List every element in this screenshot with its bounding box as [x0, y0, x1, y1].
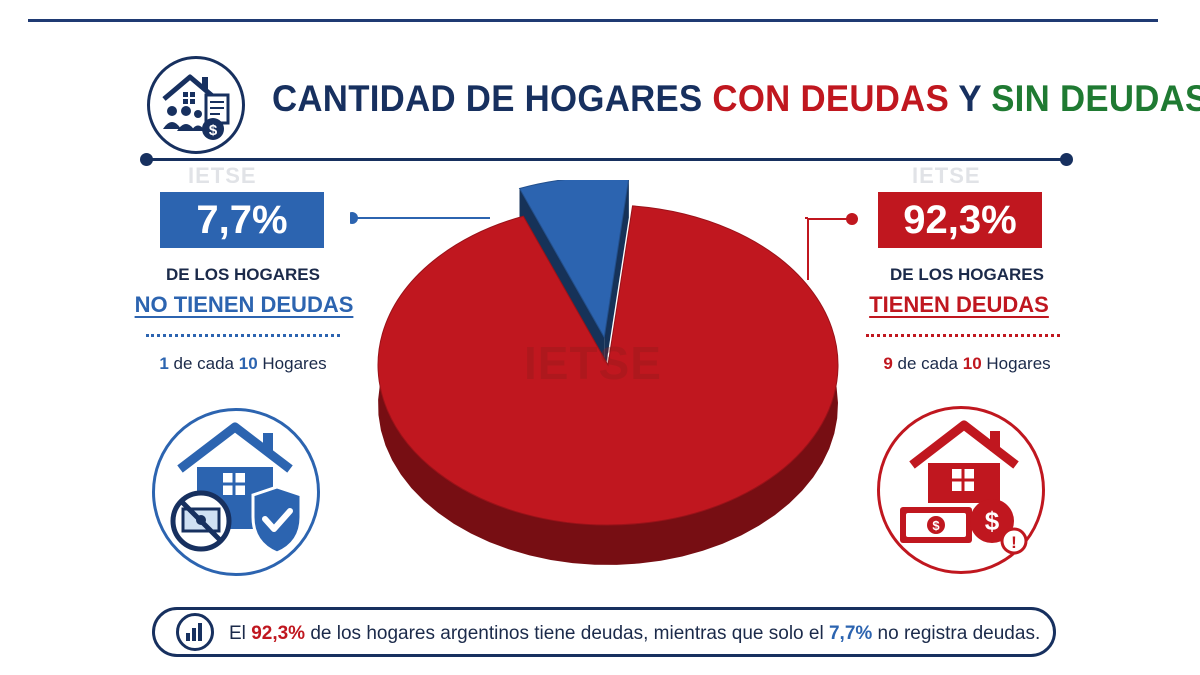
header-logo: $: [147, 56, 245, 154]
pct-left-badge: 7,7%: [160, 192, 324, 248]
leader-dot-right: [846, 213, 858, 225]
header-rule: [146, 158, 1068, 161]
footer-icon-circle: [176, 613, 214, 651]
svg-text:!: !: [1011, 533, 1017, 552]
svg-text:$: $: [932, 518, 940, 533]
svg-text:$: $: [985, 506, 1000, 536]
house-shield-no-money-icon: [170, 422, 303, 555]
pct-right-badge: 92,3%: [878, 192, 1042, 248]
pie-slice-wall-0-1: [604, 180, 629, 378]
rule-dot-left: [140, 153, 153, 166]
house-family-document-icon: $: [162, 74, 230, 140]
left-icon-circle: [152, 408, 320, 576]
footer-pct-blue: 7,7%: [828, 623, 873, 644]
footer-text-c: de los hogares argentinos tiene deudas, …: [305, 623, 829, 644]
title-part-3: Y: [949, 78, 992, 119]
right-dots: [866, 334, 1060, 337]
top-line: [28, 19, 1158, 22]
house-money-alert-icon: $ $ !: [900, 420, 1028, 555]
left-hogares-label: DE LOS HOGARES: [166, 265, 320, 284]
title-part-1: CANTIDAD DE HOGARES: [272, 78, 713, 119]
footer-text-e: no registra deudas.: [872, 623, 1041, 644]
right-status: TIENEN DEUDAS: [869, 292, 1049, 317]
left-status: NO TIENEN DEUDAS: [134, 292, 354, 317]
page-title: CANTIDAD DE HOGARES CON DEUDAS Y SIN DEU…: [272, 78, 1200, 120]
right-ratio-n: 9: [883, 354, 893, 373]
rule-dot-right: [1060, 153, 1073, 166]
left-ratio-d: 10: [238, 354, 258, 373]
left-ratio-mid: de cada: [168, 354, 239, 373]
watermark-center: IETSE: [524, 337, 662, 389]
right-ratio-d: 10: [962, 354, 982, 373]
svg-text:$: $: [209, 122, 218, 139]
watermark-right: IETSE: [912, 163, 981, 188]
left-ratio-end: Hogares: [257, 354, 327, 373]
left-ratio-n: 1: [159, 354, 169, 373]
left-dots: [146, 334, 340, 337]
title-part-4: SIN DEUDAS: [991, 78, 1200, 119]
leader-dot-left: [350, 212, 358, 224]
bar-chart-icon: [186, 623, 202, 641]
pie-layer: [377, 180, 839, 565]
right-icon-circle: $ $ !: [877, 406, 1045, 574]
right-ratio-end: Hogares: [981, 354, 1051, 373]
footer-pct-red: 92,3%: [251, 623, 306, 644]
footer-summary: El 92,3% de los hogares argentinos tiene…: [152, 607, 1056, 657]
watermark-left: IETSE: [188, 163, 257, 188]
left-ratio: 1 de cada 10 Hogares: [113, 354, 373, 374]
right-ratio-mid: de cada: [892, 354, 963, 373]
footer-text: El 92,3% de los hogares argentinos tiene…: [229, 623, 1040, 645]
pie-slice-1: [377, 205, 839, 526]
title-part-2: CON DEUDAS: [712, 78, 950, 119]
leader-right: [807, 213, 858, 280]
pie-slice-0: [518, 180, 629, 339]
right-hogares-label: DE LOS HOGARES: [890, 265, 1044, 284]
right-ratio: 9 de cada 10 Hogares: [837, 354, 1097, 374]
footer-text-a: El: [229, 623, 252, 644]
pie-chart: [350, 180, 839, 565]
